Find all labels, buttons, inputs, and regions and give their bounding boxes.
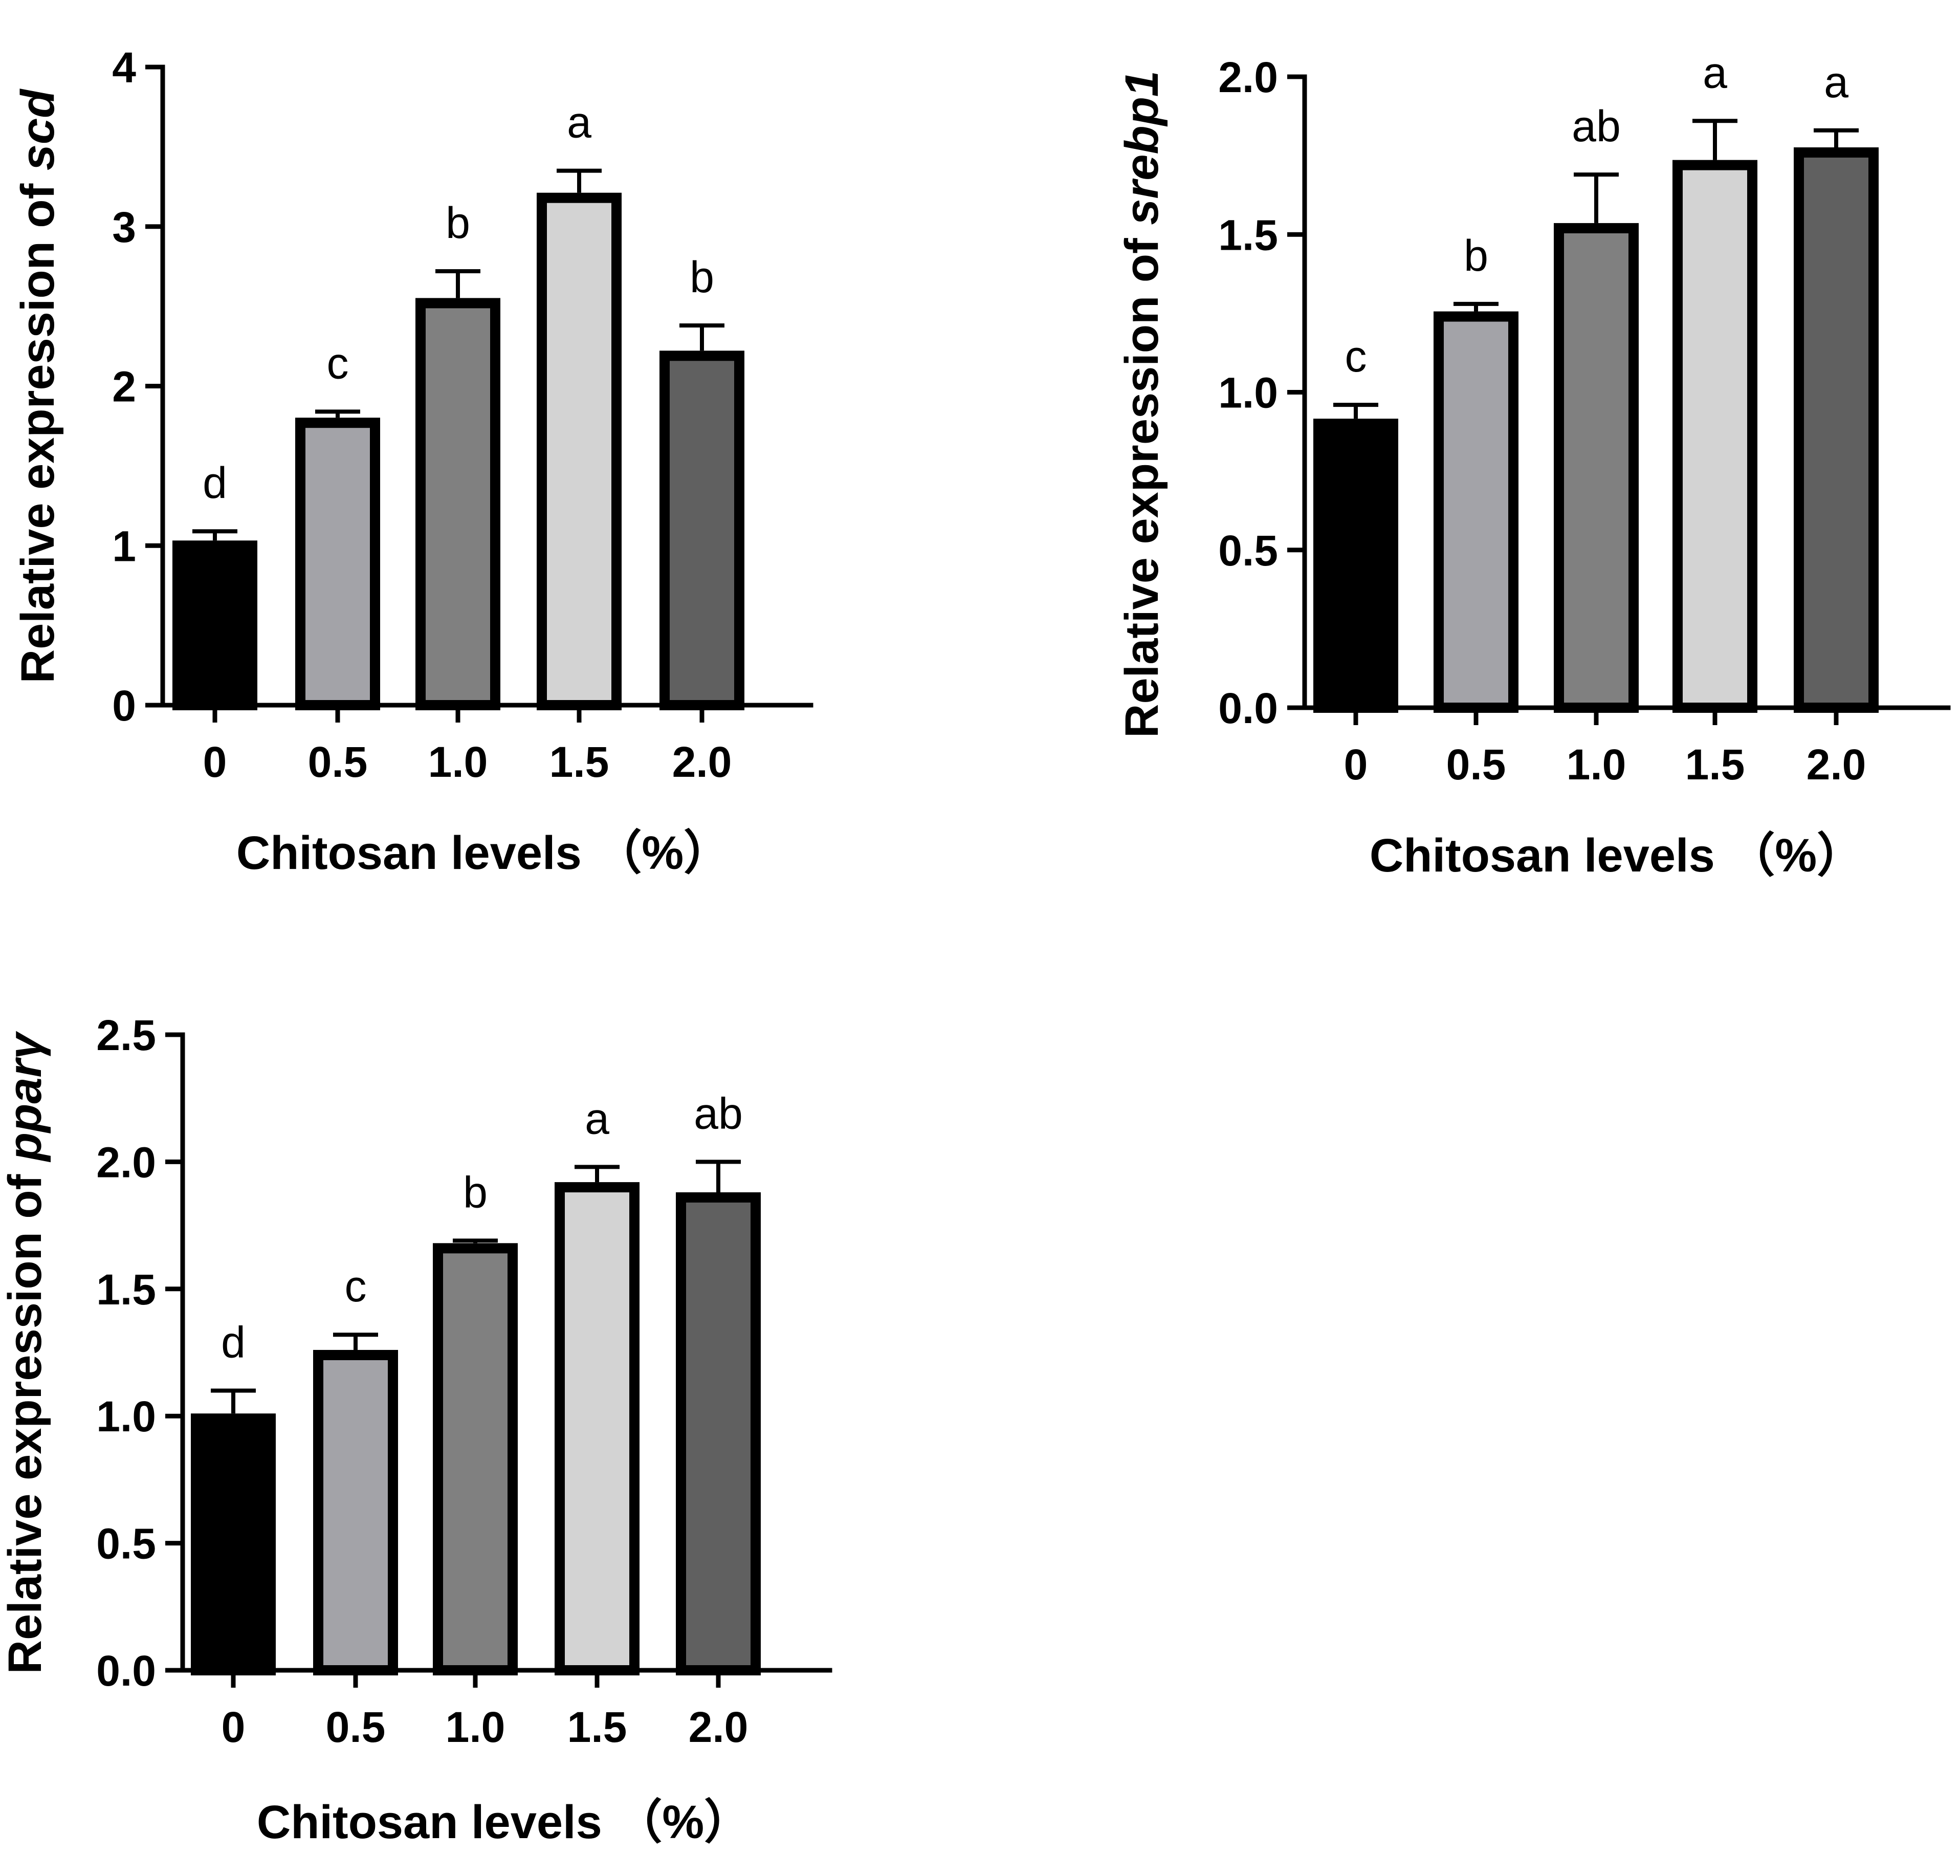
y-tick-label: 3	[112, 203, 136, 251]
significance-label: b	[1464, 231, 1488, 280]
significance-label: c	[327, 339, 349, 388]
y-tick-label: 1.0	[1218, 369, 1278, 417]
x-tick-label: 0.5	[326, 1703, 386, 1751]
bar-0	[1313, 419, 1398, 713]
y-tick-label: 4	[112, 43, 136, 92]
y-tick-label: 1	[112, 522, 136, 570]
bar-0.5	[313, 1349, 398, 1675]
y-tick-label: 1.0	[96, 1392, 156, 1441]
bar-2.0	[659, 351, 744, 710]
bar-0	[172, 540, 257, 710]
y-tick-label: 0	[112, 682, 136, 730]
bar-0	[191, 1413, 276, 1675]
significance-label: c	[345, 1262, 367, 1311]
x-tick-label: 1.5	[567, 1703, 627, 1751]
x-tick-label: 1.0	[428, 738, 488, 786]
y-tick-label: 0.5	[1218, 527, 1278, 575]
bar-1.5	[1672, 160, 1757, 713]
significance-label: c	[1345, 332, 1367, 381]
bar-1.0	[433, 1243, 518, 1675]
x-tick-label: 0	[222, 1703, 246, 1751]
y-tick-label: 2	[112, 363, 136, 411]
x-axis-title: Chitosan levels （%）	[236, 827, 731, 879]
significance-label: d	[203, 459, 227, 508]
x-tick-label: 1.0	[1567, 740, 1626, 789]
significance-label: a	[1703, 48, 1727, 97]
bar-1.5	[537, 192, 622, 710]
chart-panel-srebp1: 0.0 0.5 1.0 1.5 2.0 c 0 b 0.5 ab 1.0 a 1.5 a 2.0 Chitos…	[1116, 48, 1951, 882]
significance-label: ab	[694, 1089, 743, 1138]
y-axis-title: Relative expression of srebp1	[1116, 71, 1168, 738]
x-tick-label: 1.5	[549, 738, 609, 786]
y-tick-label: 1.5	[1218, 211, 1278, 259]
bar-1.0	[415, 298, 500, 710]
x-tick-label: 1.0	[446, 1703, 505, 1751]
chart-panel-ppargamma: 0.0 0.5 1.0 1.5 2.0 2.5 d 0 c 0.5 b 1.0 a 1.5 ab 2.0 Chi…	[0, 1011, 832, 1848]
significance-label: b	[463, 1168, 488, 1217]
significance-label: a	[1824, 58, 1848, 107]
significance-label: d	[221, 1318, 246, 1367]
x-axis-title: Chitosan levels （%）	[1370, 830, 1864, 882]
y-tick-label: 1.5	[96, 1266, 156, 1314]
y-tick-label: 2.5	[96, 1011, 156, 1059]
significance-label: ab	[1572, 102, 1621, 151]
x-tick-label: 0	[1344, 740, 1368, 789]
x-tick-label: 0.5	[308, 738, 368, 786]
x-axis-title: Chitosan levels （%）	[257, 1796, 751, 1848]
y-tick-label: 0.5	[96, 1520, 156, 1568]
x-tick-label: 0.5	[1446, 740, 1506, 789]
significance-label: b	[446, 199, 470, 248]
bar-1.0	[1554, 223, 1639, 713]
significance-label: a	[585, 1094, 609, 1143]
y-axis-title: Relative expression of scd	[12, 89, 64, 684]
bar-0.5	[295, 418, 380, 710]
bar-1.5	[555, 1182, 640, 1676]
x-tick-label: 0	[203, 738, 227, 786]
bar-0.5	[1434, 311, 1518, 713]
y-axis-title: Relative expression of pparγ	[0, 1031, 51, 1674]
x-tick-label: 2.0	[689, 1703, 748, 1751]
y-tick-label: 0.0	[1218, 684, 1278, 732]
y-tick-label: 2.0	[96, 1138, 156, 1186]
bar-2.0	[676, 1192, 761, 1675]
x-tick-label: 2.0	[672, 738, 732, 786]
y-tick-label: 2.0	[1218, 53, 1278, 101]
x-tick-label: 1.5	[1685, 740, 1745, 789]
bar-2.0	[1794, 147, 1879, 713]
chart-panel-scd: 0 1 2 3 4 d 0 c 0.5 b 1.0 a 1.5 b 2.0 Chitosan levels （…	[12, 43, 813, 879]
x-tick-label: 2.0	[1807, 740, 1866, 789]
significance-label: b	[690, 253, 714, 302]
y-tick-label: 0.0	[96, 1647, 156, 1695]
significance-label: a	[567, 98, 591, 147]
